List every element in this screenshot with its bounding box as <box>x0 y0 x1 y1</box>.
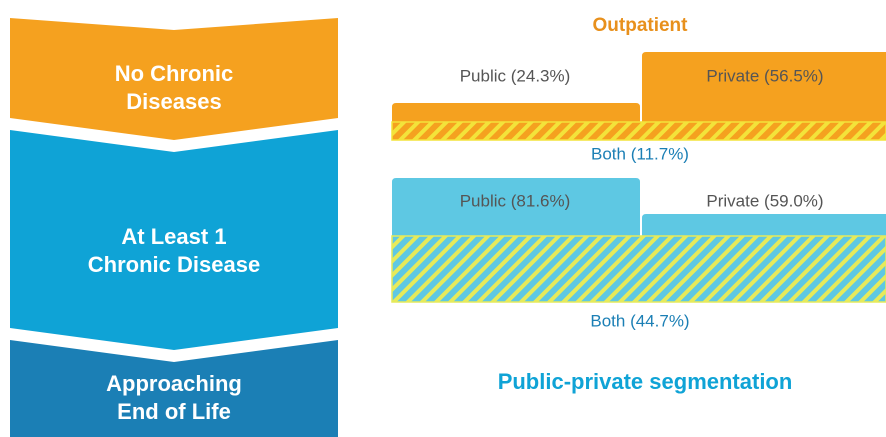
panel-footer: Public-private segmentation <box>498 369 793 394</box>
public-label: Public (81.6%) <box>460 191 571 210</box>
public-block <box>392 103 640 124</box>
private-label: Private (56.5%) <box>706 66 823 85</box>
stage-shape <box>10 18 338 140</box>
both-label: Both (44.7%) <box>590 311 689 330</box>
stage-label: Chronic Disease <box>88 252 260 277</box>
stage-label: End of Life <box>117 399 231 424</box>
stage-shape <box>10 340 338 437</box>
both-block <box>391 235 886 303</box>
stage-label: Approaching <box>106 371 242 396</box>
panel-heading: Outpatient <box>593 15 689 36</box>
public-block <box>392 178 640 238</box>
stage-label: At Least 1 <box>121 224 226 249</box>
private-label: Private (59.0%) <box>706 191 823 210</box>
both-label: Both (11.7%) <box>591 144 689 163</box>
both-block <box>391 121 886 141</box>
stage-shape <box>10 130 338 350</box>
stage-label: No Chronic <box>115 61 234 86</box>
private-block <box>642 214 886 238</box>
stage-label: Diseases <box>126 89 221 114</box>
private-block <box>642 52 886 124</box>
public-label: Public (24.3%) <box>460 66 571 85</box>
